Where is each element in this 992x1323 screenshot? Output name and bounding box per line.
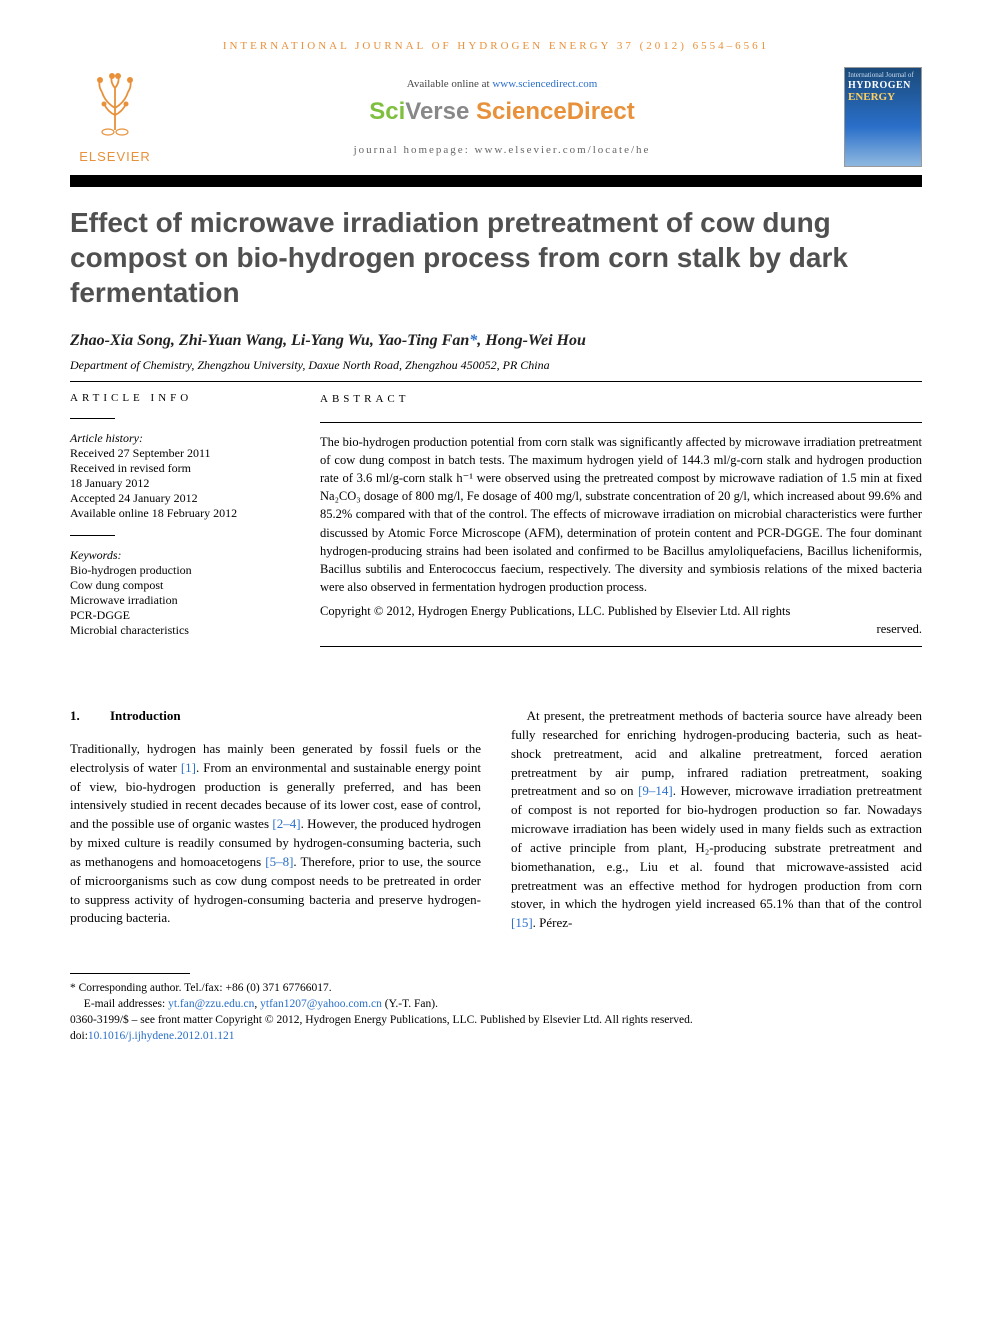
keyword-item: Microwave irradiation [70, 593, 290, 608]
history-head: Article history: [70, 431, 290, 446]
divider [320, 422, 922, 423]
body-column-left: 1.Introduction Traditionally, hydrogen h… [70, 707, 481, 933]
keyword-item: Cow dung compost [70, 578, 290, 593]
email-line: E-mail addresses: yt.fan@zzu.edu.cn, ytf… [70, 996, 922, 1012]
sciverse-sci: Sci [369, 98, 405, 125]
short-divider [70, 535, 115, 536]
issn-line: 0360-3199/$ – see front matter Copyright… [70, 1012, 922, 1028]
journal-header: INTERNATIONAL JOURNAL OF HYDROGEN ENERGY… [70, 40, 922, 52]
citation-link[interactable]: [1] [181, 760, 196, 775]
body-text: . However, microwave irradiation pretrea… [511, 783, 922, 911]
citation-link[interactable]: [9–14] [638, 783, 673, 798]
citation-link[interactable]: [2–4] [272, 816, 300, 831]
doi-link[interactable]: 10.1016/j.ijhydene.2012.01.121 [88, 1030, 235, 1042]
citation-link[interactable]: [15] [511, 915, 533, 930]
center-header: Available online at www.sciencedirect.co… [160, 78, 844, 156]
journal-cover-thumb: International Journal of HYDROGEN ENERGY [844, 67, 922, 167]
sciverse-sciencedirect: ScienceDirect [476, 98, 635, 125]
body-paragraph: At present, the pretreatment methods of … [511, 707, 922, 933]
header-block: ELSEVIER Available online at www.science… [70, 67, 922, 167]
elsevier-logo: ELSEVIER [70, 70, 160, 164]
authors-tail: , Hong-Wei Hou [477, 332, 586, 349]
elsevier-logo-text: ELSEVIER [70, 149, 160, 164]
sciverse-logo: SciVerse ScienceDirect [180, 98, 824, 126]
divider [320, 646, 922, 647]
keyword-item: PCR-DGGE [70, 608, 290, 623]
body-columns: 1.Introduction Traditionally, hydrogen h… [70, 707, 922, 933]
section-number: 1. [70, 707, 110, 726]
journal-homepage: journal homepage: www.elsevier.com/locat… [180, 144, 824, 156]
sciencedirect-link[interactable]: www.sciencedirect.com [492, 78, 597, 90]
history-item: Received 27 September 2011 [70, 446, 290, 461]
body-text: . Pérez- [533, 915, 573, 930]
author-email-link[interactable]: yt.fan@zzu.edu.cn [168, 998, 254, 1010]
history-item: 18 January 2012 [70, 476, 290, 491]
cover-line3: ENERGY [848, 91, 918, 103]
article-title: Effect of microwave irradiation pretreat… [70, 205, 922, 310]
abstract-text: The bio-hydrogen production potential fr… [320, 433, 922, 596]
affiliation: Department of Chemistry, Zhengzhou Unive… [70, 358, 922, 373]
cover-line2: HYDROGEN [848, 80, 918, 91]
author-email-link[interactable]: ytfan1207@yahoo.com.cn [260, 998, 382, 1010]
article-history: Article history: Received 27 September 2… [70, 431, 290, 521]
cover-line1: International Journal of [848, 71, 918, 79]
body-column-right: At present, the pretreatment methods of … [511, 707, 922, 933]
email-label: E-mail addresses: [84, 998, 168, 1010]
body-paragraph: Traditionally, hydrogen has mainly been … [70, 740, 481, 928]
abstract-column: ABSTRACT The bio-hydrogen production pot… [320, 392, 922, 652]
footnote-block: * Corresponding author. Tel./fax: +86 (0… [70, 980, 922, 1044]
available-prefix: Available online at [407, 78, 493, 90]
article-info-label: ARTICLE INFO [70, 392, 290, 404]
section-title: Introduction [110, 708, 181, 723]
doi-label: doi: [70, 1030, 88, 1042]
available-online: Available online at www.sciencedirect.co… [180, 78, 824, 90]
keyword-item: Bio-hydrogen production [70, 563, 290, 578]
article-info-column: ARTICLE INFO Article history: Received 2… [70, 392, 290, 652]
authors: Zhao-Xia Song, Zhi-Yuan Wang, Li-Yang Wu… [70, 332, 922, 350]
copyright-tail: reserved. [320, 620, 922, 638]
divider [70, 381, 922, 382]
history-item: Accepted 24 January 2012 [70, 491, 290, 506]
section-heading-intro: 1.Introduction [70, 707, 481, 726]
citation-link[interactable]: [5–8] [265, 854, 293, 869]
copyright-line: Copyright © 2012, Hydrogen Energy Public… [320, 602, 922, 620]
title-bar [70, 175, 922, 187]
history-item: Received in revised form [70, 461, 290, 476]
keywords-head: Keywords: [70, 548, 290, 563]
elsevier-tree-icon [80, 70, 150, 140]
email-tail: (Y.-T. Fan). [382, 998, 438, 1010]
corresponding-author-note: * Corresponding author. Tel./fax: +86 (0… [70, 980, 922, 996]
short-divider [70, 418, 115, 419]
keyword-item: Microbial characteristics [70, 623, 290, 638]
abstract-label: ABSTRACT [320, 392, 922, 408]
doi-line: doi:10.1016/j.ijhydene.2012.01.121 [70, 1028, 922, 1044]
footnote-divider [70, 973, 190, 974]
authors-main: Zhao-Xia Song, Zhi-Yuan Wang, Li-Yang Wu… [70, 332, 469, 349]
history-item: Available online 18 February 2012 [70, 506, 290, 521]
info-abstract-row: ARTICLE INFO Article history: Received 2… [70, 392, 922, 652]
keywords-block: Keywords: Bio-hydrogen production Cow du… [70, 548, 290, 638]
sciverse-verse: Verse [405, 98, 476, 125]
